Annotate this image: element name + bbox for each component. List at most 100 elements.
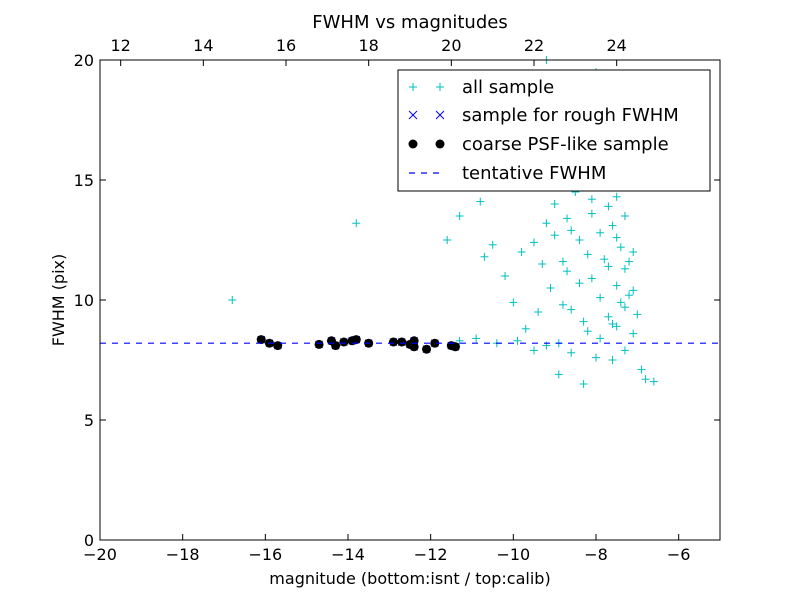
- data-point-all-sample: [563, 267, 572, 276]
- data-point-all-sample: [521, 324, 530, 333]
- data-point-all-sample: [587, 195, 596, 204]
- data-point-all-sample: [629, 286, 638, 295]
- data-point-psf-sample: [388, 337, 398, 347]
- data-point-all-sample: [596, 334, 605, 343]
- data-point-psf-sample: [273, 341, 283, 351]
- data-point-all-sample: [583, 250, 592, 259]
- top-x-tick-label: 20: [441, 36, 461, 55]
- data-point-all-sample: [530, 238, 538, 247]
- x-tick-label: −12: [414, 545, 448, 564]
- data-point-all-sample: [604, 202, 613, 211]
- data-point-all-sample: [620, 264, 629, 273]
- data-point-all-sample: [352, 219, 361, 228]
- x-tick-label: −16: [248, 545, 282, 564]
- y-tick-label: 5: [84, 411, 94, 430]
- data-point-psf-sample: [430, 338, 440, 348]
- y-tick-label: 10: [74, 291, 94, 310]
- data-point-all-sample: [583, 327, 592, 336]
- data-point-all-sample: [629, 248, 638, 256]
- data-point-all-sample: [625, 291, 634, 300]
- data-point-all-sample: [649, 377, 658, 386]
- data-point-psf-sample: [450, 342, 460, 352]
- data-point-all-sample: [608, 221, 617, 230]
- data-point-all-sample: [228, 296, 237, 304]
- data-point-all-sample: [612, 322, 621, 331]
- ticks-layer: −20 −18 −16 −14 −12 −10 −8 −6 0 5 10 15 20 12 14 16 18 20…: [74, 36, 720, 564]
- data-point-all-sample: [546, 284, 555, 292]
- data-point-psf-sample: [422, 344, 432, 354]
- chart-title: FWHM vs magnitudes: [312, 12, 507, 33]
- legend-entry-rough-sample: sample for rough FWHM: [408, 105, 679, 126]
- y-axis-label: FWHM (pix): [49, 254, 68, 347]
- data-point-psf-sample: [256, 335, 266, 345]
- legend-label: all sample: [462, 77, 554, 98]
- top-x-tick-label: 14: [193, 36, 213, 55]
- data-point-all-sample: [616, 298, 625, 307]
- top-x-tick-label: 24: [606, 36, 626, 55]
- data-point-all-sample: [488, 240, 497, 249]
- top-x-tick-label: 12: [110, 36, 130, 55]
- data-point-all-sample: [550, 200, 559, 208]
- data-point-all-sample: [641, 375, 650, 384]
- legend-box: [397, 69, 711, 192]
- data-point-all-sample: [538, 260, 547, 268]
- data-point-all-sample: [443, 236, 452, 244]
- legend-marker-plus: [409, 83, 444, 91]
- data-point-psf-sample: [409, 336, 419, 346]
- data-point-all-sample: [596, 228, 605, 237]
- data-point-all-sample: [587, 209, 596, 218]
- data-point-all-sample: [567, 348, 576, 357]
- legend-entry-all-sample: all sample: [409, 77, 554, 98]
- data-point-all-sample: [455, 212, 464, 220]
- data-point-all-sample: [592, 353, 600, 362]
- legend-label: sample for rough FWHM: [462, 105, 679, 126]
- x-tick-label: −10: [496, 545, 530, 564]
- data-point-all-sample: [579, 380, 588, 388]
- data-point-all-sample: [633, 310, 642, 319]
- data-point-all-sample: [455, 336, 464, 345]
- data-point-all-sample: [608, 320, 617, 328]
- data-point-all-sample: [517, 248, 526, 256]
- legend-entry-tentative-fwhm: tentative FWHM: [409, 163, 606, 184]
- data-point-all-sample: [501, 272, 510, 280]
- top-x-tick-label: 22: [524, 36, 544, 55]
- data-point-all-sample: [604, 262, 613, 271]
- x-tick-label: −20: [83, 545, 117, 564]
- y-tick-label: 15: [74, 171, 94, 190]
- legend-label: coarse PSF-like sample: [462, 134, 669, 155]
- legend-marker-x: [408, 110, 445, 120]
- legend-entry-psf-sample: coarse PSF-like sample: [408, 134, 669, 155]
- data-point-all-sample: [575, 236, 584, 244]
- data-point-all-sample: [563, 214, 572, 223]
- legend-marker-circle: [435, 139, 445, 149]
- data-point-all-sample: [587, 274, 596, 283]
- x-axis-label: magnitude (bottom:isnt / top:calib): [269, 569, 550, 588]
- data-point-psf-sample: [397, 337, 407, 347]
- data-point-all-sample: [637, 365, 646, 374]
- data-point-psf-sample: [351, 335, 361, 345]
- data-point-all-sample: [625, 257, 634, 266]
- legend-label: tentative FWHM: [462, 163, 606, 184]
- data-point-all-sample: [596, 293, 605, 302]
- data-point-all-sample: [476, 197, 485, 206]
- legend-marker-circle: [408, 139, 418, 149]
- data-point-all-sample: [608, 356, 617, 364]
- data-point-all-sample: [600, 255, 609, 264]
- data-point-all-sample: [472, 334, 481, 343]
- data-point-all-sample: [558, 257, 567, 266]
- data-point-all-sample: [629, 329, 638, 338]
- data-point-all-sample: [534, 308, 543, 316]
- data-point-all-sample: [480, 252, 489, 261]
- data-point-all-sample: [550, 231, 559, 240]
- data-point-all-sample: [620, 346, 629, 355]
- data-point-all-sample: [567, 305, 576, 314]
- data-point-all-sample: [554, 370, 563, 379]
- data-point-psf-sample: [339, 337, 349, 347]
- data-point-all-sample: [620, 303, 629, 312]
- data-point-all-sample: [612, 233, 621, 242]
- top-x-tick-label: 18: [358, 36, 378, 55]
- data-point-all-sample: [579, 317, 588, 326]
- x-tick-label: −14: [331, 545, 365, 564]
